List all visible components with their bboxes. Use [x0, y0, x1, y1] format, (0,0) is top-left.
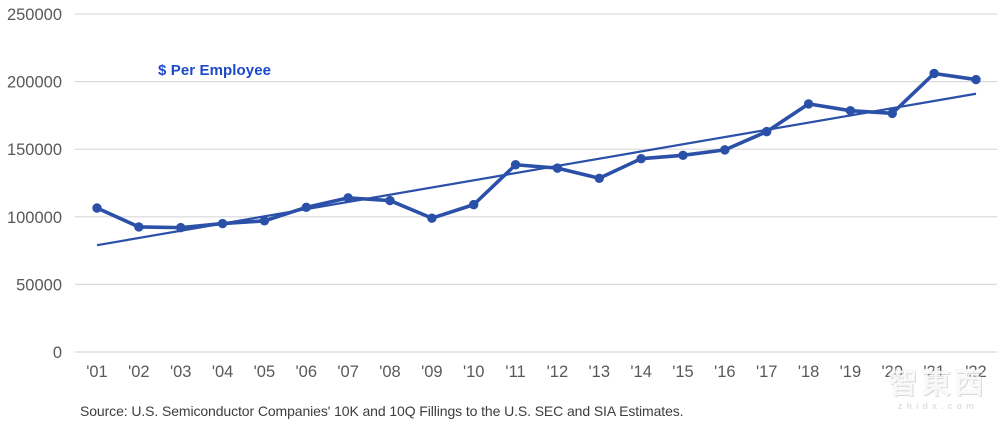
x-axis-tick-label: '06: [296, 363, 318, 381]
data-point: [720, 145, 730, 155]
data-point: [762, 126, 772, 137]
data-point: [134, 222, 144, 232]
x-axis-tick-label: '19: [840, 363, 862, 381]
data-point: [845, 105, 856, 116]
data-point: [803, 99, 814, 109]
data-point: [427, 213, 437, 223]
data-point: [510, 160, 521, 170]
data-point: [176, 222, 186, 233]
x-axis-tick-label: '09: [421, 363, 443, 381]
x-axis-tick-label: '15: [672, 363, 694, 381]
x-axis-tick-label: '04: [212, 363, 234, 381]
data-points: [92, 68, 981, 233]
data-point: [594, 173, 604, 183]
y-axis-tick-label: 0: [53, 344, 62, 362]
x-axis-tick-label: '21: [923, 363, 945, 381]
x-axis-tick-label: '05: [254, 363, 276, 381]
x-axis-tick-label: '20: [882, 363, 904, 381]
x-axis-tick-label: '22: [965, 363, 987, 381]
x-axis-labels: '01 '02 '03 '04 '05 '06 '07 '08 '09 '10 '11 '12 '13 '…: [86, 363, 987, 381]
data-point: [259, 216, 270, 226]
x-axis-tick-label: '12: [547, 363, 569, 381]
data-point: [971, 74, 981, 85]
data-series-line: [95, 71, 978, 230]
x-axis-tick-label: '01: [86, 363, 108, 381]
y-axis-labels: 0 50000 100000 150000 200000 250000: [7, 6, 62, 362]
x-axis-tick-label: '13: [589, 363, 611, 381]
data-point: [636, 153, 646, 164]
data-point: [385, 195, 395, 206]
x-axis-tick-label: '07: [337, 363, 359, 381]
x-axis-tick-label: '08: [379, 363, 401, 381]
series-legend-label: $ Per Employee: [158, 62, 272, 79]
y-axis-tick-label: 200000: [7, 74, 62, 92]
source-note: Source: U.S. Semiconductor Companies' 10…: [80, 403, 684, 419]
x-axis-tick-label: '17: [756, 363, 778, 381]
y-axis-tick-label: 50000: [16, 276, 62, 294]
x-axis-tick-label: '02: [128, 363, 150, 381]
data-point: [92, 203, 102, 213]
data-point: [887, 108, 897, 119]
y-axis-tick-label: 250000: [7, 6, 62, 24]
data-point: [301, 202, 311, 213]
y-axis-tick-label: 150000: [7, 141, 62, 159]
x-axis-tick-label: '03: [170, 363, 192, 381]
data-point: [552, 163, 563, 173]
x-axis-tick-label: '16: [714, 363, 736, 381]
data-point: [217, 218, 228, 229]
x-axis-tick-label: '14: [630, 363, 652, 381]
data-point: [469, 199, 479, 210]
data-point: [343, 193, 353, 203]
gridlines: [75, 13, 997, 353]
trend-line: [96, 92, 977, 247]
y-axis-tick-label: 100000: [7, 209, 62, 227]
x-axis-tick-label: '18: [798, 363, 820, 381]
x-axis-tick-label: '10: [463, 363, 485, 381]
data-point: [929, 68, 939, 79]
x-axis-tick-label: '11: [505, 363, 525, 381]
data-point: [678, 150, 688, 160]
